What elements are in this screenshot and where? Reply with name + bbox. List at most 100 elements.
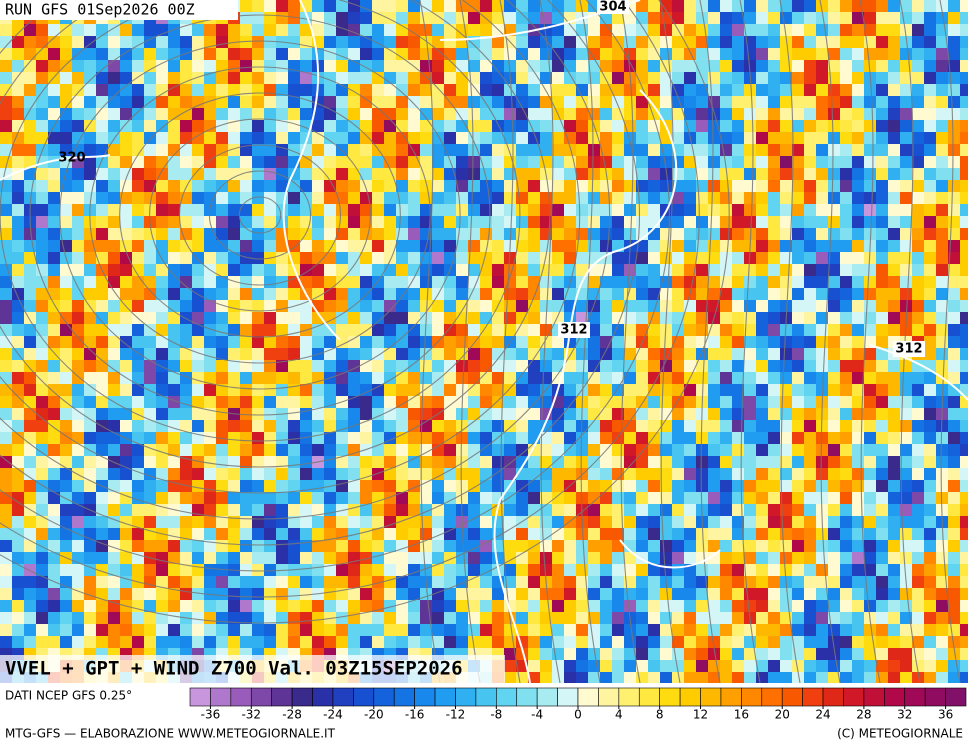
field-cell: [324, 120, 336, 132]
field-cell: [672, 624, 684, 636]
field-cell: [684, 516, 696, 528]
field-cell: [864, 288, 876, 300]
field-cell: [492, 324, 504, 336]
field-cell: [756, 180, 768, 192]
field-cell: [372, 384, 384, 396]
field-cell: [768, 564, 780, 576]
field-cell: [660, 528, 672, 540]
field-cell: [924, 420, 936, 432]
field-cell: [612, 408, 624, 420]
field-cell: [384, 420, 396, 432]
field-cell: [108, 360, 120, 372]
field-cell: [108, 468, 120, 480]
field-cell: [588, 588, 600, 600]
field-cell: [696, 228, 708, 240]
field-cell: [912, 504, 924, 516]
field-cell: [648, 624, 660, 636]
field-cell: [192, 528, 204, 540]
field-cell: [432, 192, 444, 204]
field-cell: [696, 60, 708, 72]
field-cell: [372, 396, 384, 408]
field-cell: [588, 336, 600, 348]
field-cell: [228, 516, 240, 528]
field-cell: [900, 192, 912, 204]
field-cell: [648, 132, 660, 144]
contour-line: [619, 539, 721, 569]
field-cell: [312, 444, 324, 456]
field-cell: [864, 516, 876, 528]
field-cell: [900, 36, 912, 48]
field-cell: [204, 624, 216, 636]
field-cell: [876, 348, 888, 360]
field-cell: [312, 528, 324, 540]
field-cell: [624, 264, 636, 276]
field-cell: [252, 228, 264, 240]
field-cell: [888, 168, 900, 180]
contour-line: [282, 0, 341, 341]
field-cell: [432, 84, 444, 96]
field-cell: [756, 480, 768, 492]
field-cell: [912, 324, 924, 336]
field-cell: [504, 648, 516, 660]
colorbar-tick-label: -24: [323, 708, 343, 722]
field-cell: [696, 288, 708, 300]
field-cell: [840, 576, 852, 588]
field-cell: [96, 600, 108, 612]
field-cell: [864, 144, 876, 156]
field-cell: [744, 132, 756, 144]
field-cell: [96, 24, 108, 36]
field-cell: [0, 264, 12, 276]
field-cell: [960, 588, 968, 600]
field-cell: [444, 468, 456, 480]
streamline: [89, 66, 431, 364]
field-cell: [576, 132, 588, 144]
field-cell: [564, 408, 576, 420]
field-cell: [156, 36, 168, 48]
field-cell: [936, 672, 948, 684]
field-cell: [900, 180, 912, 192]
field-cell: [708, 468, 720, 480]
field-cell: [216, 492, 228, 504]
field-cell: [0, 252, 12, 264]
field-cell: [108, 24, 120, 36]
field-cell: [180, 528, 192, 540]
field-cell: [852, 564, 864, 576]
field-cell: [24, 132, 36, 144]
field-cell: [696, 240, 708, 252]
field-cell: [420, 432, 432, 444]
field-cell: [768, 552, 780, 564]
field-cell: [336, 480, 348, 492]
field-cell: [804, 612, 816, 624]
field-cell: [660, 24, 672, 36]
field-cell: [168, 228, 180, 240]
field-cell: [360, 216, 372, 228]
field-cell: [468, 324, 480, 336]
field-cell: [408, 132, 420, 144]
field-cell: [132, 108, 144, 120]
field-cell: [576, 84, 588, 96]
field-cell: [576, 192, 588, 204]
field-cell: [276, 0, 288, 12]
field-cell: [108, 252, 120, 264]
field-cell: [84, 492, 96, 504]
field-cell: [672, 552, 684, 564]
field-cell: [60, 624, 72, 636]
field-cell: [444, 324, 456, 336]
field-cell: [888, 624, 900, 636]
field-cell: [0, 504, 12, 516]
field-cell: [588, 372, 600, 384]
field-cell: [420, 444, 432, 456]
field-cell: [900, 504, 912, 516]
field-cell: [672, 672, 684, 684]
field-cell: [516, 444, 528, 456]
field-cell: [132, 300, 144, 312]
field-cell: [816, 444, 828, 456]
field-cell: [432, 480, 444, 492]
field-cell: [540, 288, 552, 300]
field-cell: [612, 420, 624, 432]
field-cell: [48, 396, 60, 408]
field-cell: [840, 336, 852, 348]
field-cell: [696, 168, 708, 180]
field-cell: [804, 180, 816, 192]
field-cell: [624, 576, 636, 588]
